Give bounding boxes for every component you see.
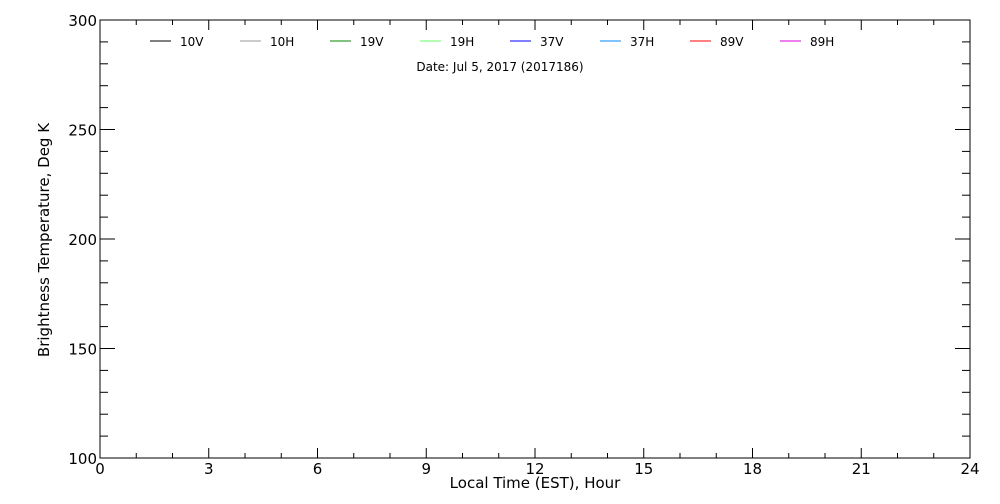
y-axis-label: Brightness Temperature, Deg K <box>35 122 53 357</box>
y-tick-label: 200 <box>68 231 97 249</box>
x-tick-label: 6 <box>313 460 323 478</box>
chart-subtitle: Date: Jul 5, 2017 (2017186) <box>416 60 583 74</box>
y-tick-labels: 100 150 200 250 300 <box>68 12 97 468</box>
legend-label-89h: 89H <box>810 35 834 49</box>
axis-ticks <box>99 19 971 459</box>
x-tick-label: 24 <box>960 460 979 478</box>
x-tick-label: 18 <box>743 460 762 478</box>
y-tick-label: 100 <box>68 450 97 468</box>
x-tick-label: 3 <box>204 460 214 478</box>
legend: 10V 10H 19V 19H 37V 37H 89V 89H <box>150 35 834 49</box>
y-tick-label: 150 <box>68 341 97 359</box>
x-tick-label: 21 <box>852 460 871 478</box>
x-tick-label: 0 <box>95 460 105 478</box>
x-tick-labels: 0 3 6 9 12 15 18 21 24 <box>95 460 979 478</box>
legend-label-37h: 37H <box>630 35 654 49</box>
legend-label-19h: 19H <box>450 35 474 49</box>
x-tick-label: 15 <box>634 460 653 478</box>
legend-label-10h: 10H <box>270 35 294 49</box>
y-tick-label: 300 <box>68 12 97 30</box>
x-tick-label: 12 <box>525 460 544 478</box>
legend-label-89v: 89V <box>720 35 744 49</box>
y-tick-label: 250 <box>68 122 97 140</box>
plot-frame <box>99 19 971 459</box>
legend-label-37v: 37V <box>540 35 564 49</box>
legend-label-19v: 19V <box>360 35 384 49</box>
x-tick-label: 9 <box>421 460 431 478</box>
legend-label-10v: 10V <box>180 35 204 49</box>
x-axis-label: Local Time (EST), Hour <box>450 474 621 492</box>
